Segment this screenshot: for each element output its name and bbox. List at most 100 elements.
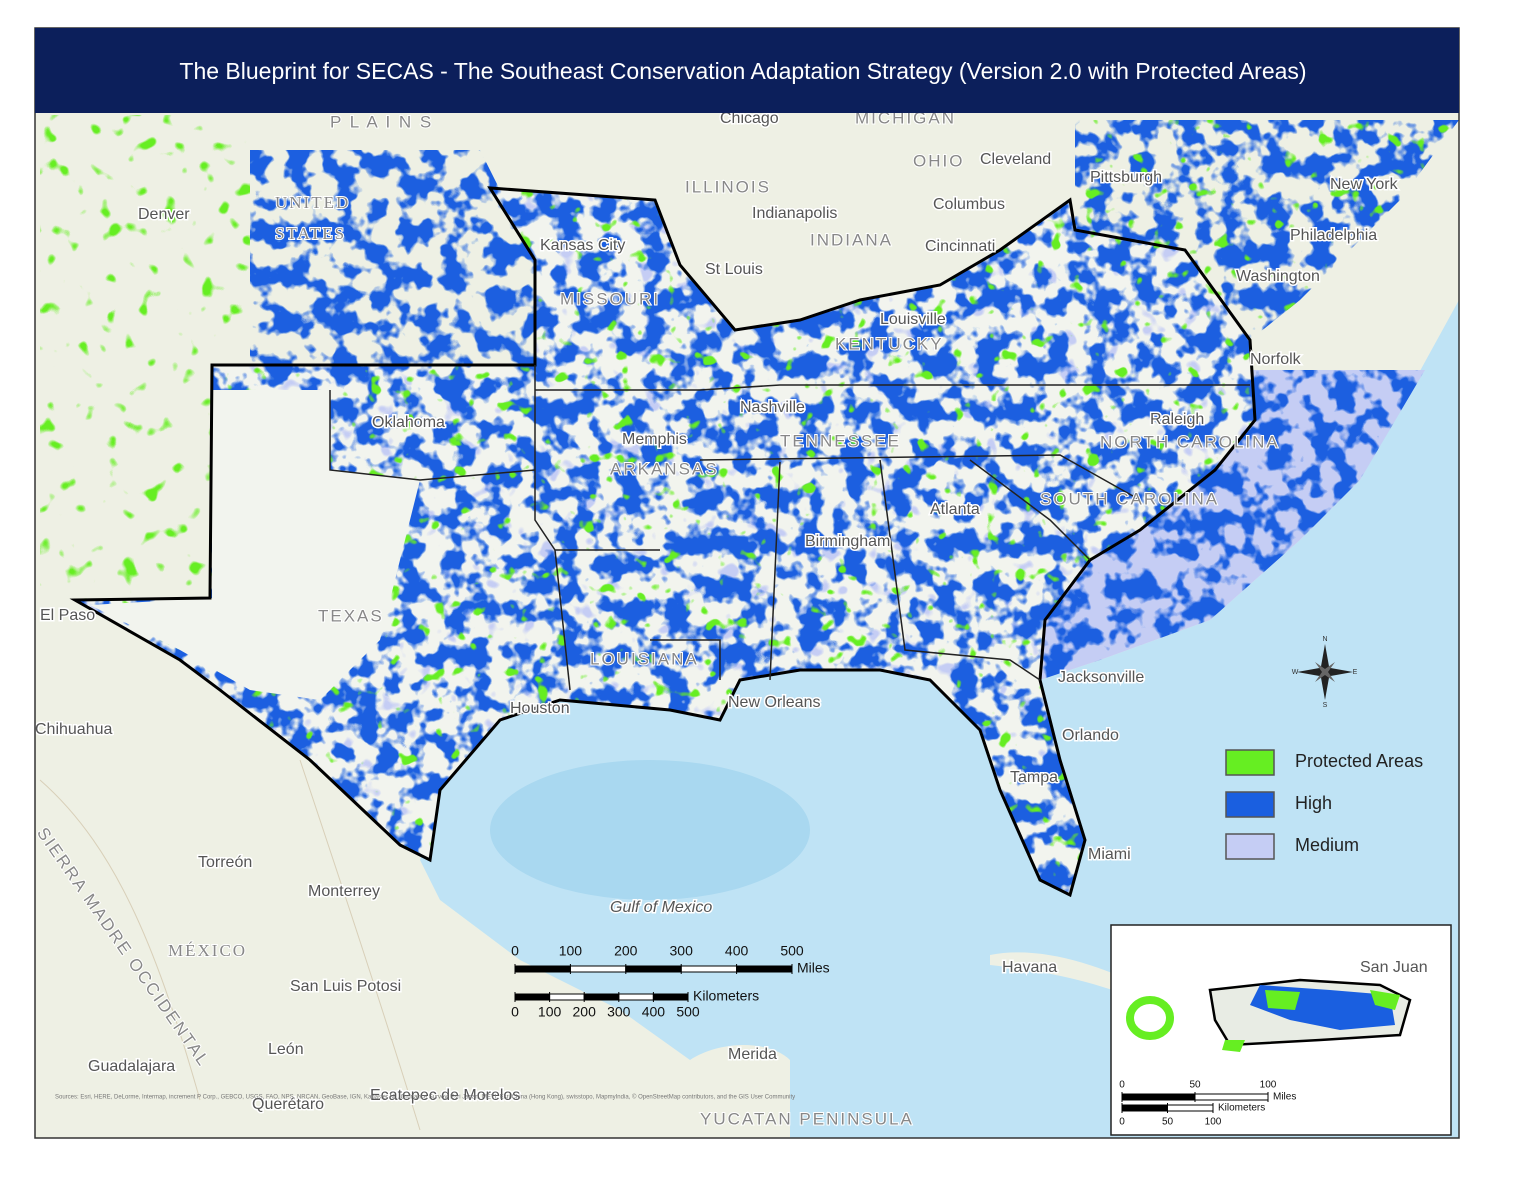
place-label: OHIO [913, 151, 964, 170]
place-label: Cincinnati [925, 238, 995, 255]
place-label: INDIANA [810, 230, 893, 249]
place-label: New York [1330, 176, 1399, 193]
place-label: Washington [1236, 268, 1320, 285]
scale-tick-label: 50 [1189, 1080, 1201, 1091]
place-label: Denver [138, 206, 190, 223]
scale-tick-label: 100 [1205, 1117, 1222, 1128]
legend: Protected Areas High Medium [1225, 749, 1423, 860]
scale-tick-label: 300 [670, 943, 694, 959]
legend-label: Medium [1295, 835, 1359, 855]
scale-tick-label: 200 [614, 943, 638, 959]
scale-segment [618, 993, 654, 1001]
place-label: Philadelphia [1290, 227, 1377, 244]
place-label: Monterrey [308, 883, 380, 900]
scale-unit: Kilometers [693, 988, 759, 1004]
place-label: Havana [1002, 959, 1057, 976]
place-label: Chicago [720, 110, 779, 127]
legend-swatch [1225, 749, 1275, 776]
place-label: MISSOURI [560, 289, 660, 308]
place-label: Guadalajara [88, 1058, 175, 1075]
scale-segment [514, 993, 551, 1001]
place-label: Nashville [740, 399, 805, 416]
attribution: Sources: Esri, HERE, DeLorme, Intermap, … [55, 1094, 795, 1101]
place-label: Miami [1088, 846, 1131, 863]
place-label: New Orleans [728, 694, 820, 711]
place-label: Atlanta [930, 501, 980, 518]
place-label: El Paso [40, 607, 95, 624]
scale-tick-label: 0 [1119, 1117, 1125, 1128]
scale-tick-label: 500 [780, 943, 804, 959]
compass: N E S W [1292, 636, 1358, 709]
place-label: Raleigh [1150, 411, 1204, 428]
scale-segment [1121, 1104, 1168, 1112]
scale-tick-label: 50 [1162, 1117, 1174, 1128]
place-label: Querétaro [252, 1096, 324, 1113]
place-label: Orlando [1062, 727, 1119, 744]
scale-tick-label: 400 [642, 1004, 666, 1020]
place-label: Norfolk [1250, 351, 1302, 368]
compass-letter: E [1353, 669, 1358, 676]
place-label: YUCATAN PENINSULA [700, 1109, 914, 1128]
place-label: Jacksonville [1058, 669, 1144, 686]
place-label: Cleveland [980, 151, 1051, 168]
place-label: MICHIGAN [855, 108, 956, 127]
scale-unit: Miles [1273, 1092, 1296, 1103]
place-label: KENTUCKY [835, 334, 944, 353]
scale-segment [1167, 1104, 1214, 1112]
place-label: SOUTH CAROLINA [1040, 489, 1219, 508]
place-label: ARKANSAS [610, 459, 719, 478]
place-label: Pittsburgh [1090, 169, 1162, 186]
title: The Blueprint for SECAS - The Southeast … [179, 58, 1306, 84]
scale-segment [1121, 1093, 1196, 1101]
inset-place: San Juan [1360, 959, 1428, 976]
place-label: TENNESSEE [780, 431, 901, 450]
place-label: Kansas City [540, 237, 625, 254]
place-label: UNITED [275, 193, 350, 212]
title-bar [35, 28, 1459, 113]
scale-segment [514, 965, 571, 973]
place-label: St Louis [705, 261, 763, 278]
scale-segment [625, 965, 682, 973]
scale-tick-label: 100 [559, 943, 583, 959]
scale-unit: Miles [797, 960, 830, 976]
legend-swatch [1225, 833, 1275, 860]
place-label: León [268, 1041, 304, 1058]
scale-segment [652, 993, 689, 1001]
place-label: P L A I N S [330, 112, 433, 131]
scale-segment [549, 993, 585, 1001]
state-lines [329, 365, 1250, 691]
scale-tick-label: 500 [676, 1004, 700, 1020]
scale-tick-label: 0 [1119, 1080, 1125, 1091]
place-label: LOUISIANA [590, 649, 699, 668]
place-label: Torreón [198, 854, 252, 871]
place-label: Merida [728, 1046, 777, 1063]
legend-swatch [1225, 791, 1275, 818]
scale-segment [1194, 1093, 1269, 1101]
place-label: Chihuahua [35, 721, 113, 738]
place-label: Houston [510, 700, 570, 717]
place-label: Columbus [933, 196, 1005, 213]
legend-label: High [1295, 793, 1332, 813]
scale-tick-label: 200 [573, 1004, 597, 1020]
place-label: STATES [275, 224, 346, 243]
place-label: San Luis Potosi [290, 978, 401, 995]
place-label: Indianapolis [752, 205, 837, 222]
scale-segment [680, 965, 738, 973]
scale-tick-label: 100 [538, 1004, 562, 1020]
place-label: Birmingham [805, 533, 890, 550]
scale-tick-label: 400 [725, 943, 749, 959]
place-label: Ecatepec de Morelos [370, 1087, 520, 1104]
place-label: NORTH CAROLINA [1100, 432, 1280, 451]
place-label: Louisville [880, 311, 946, 328]
place-label: Memphis [622, 431, 687, 448]
scale-tick-label: 0 [511, 1004, 519, 1020]
place-label: MÉXICO [168, 941, 247, 960]
compass-letter: N [1322, 636, 1327, 643]
basemap: P L A I N S Chicago MICHIGAN OHIO Cleveland I… [35, 108, 1459, 1138]
scale-unit: Kilometers [1218, 1103, 1265, 1114]
compass-letter: W [1292, 669, 1299, 676]
place-label: ILLINOIS [685, 177, 771, 196]
